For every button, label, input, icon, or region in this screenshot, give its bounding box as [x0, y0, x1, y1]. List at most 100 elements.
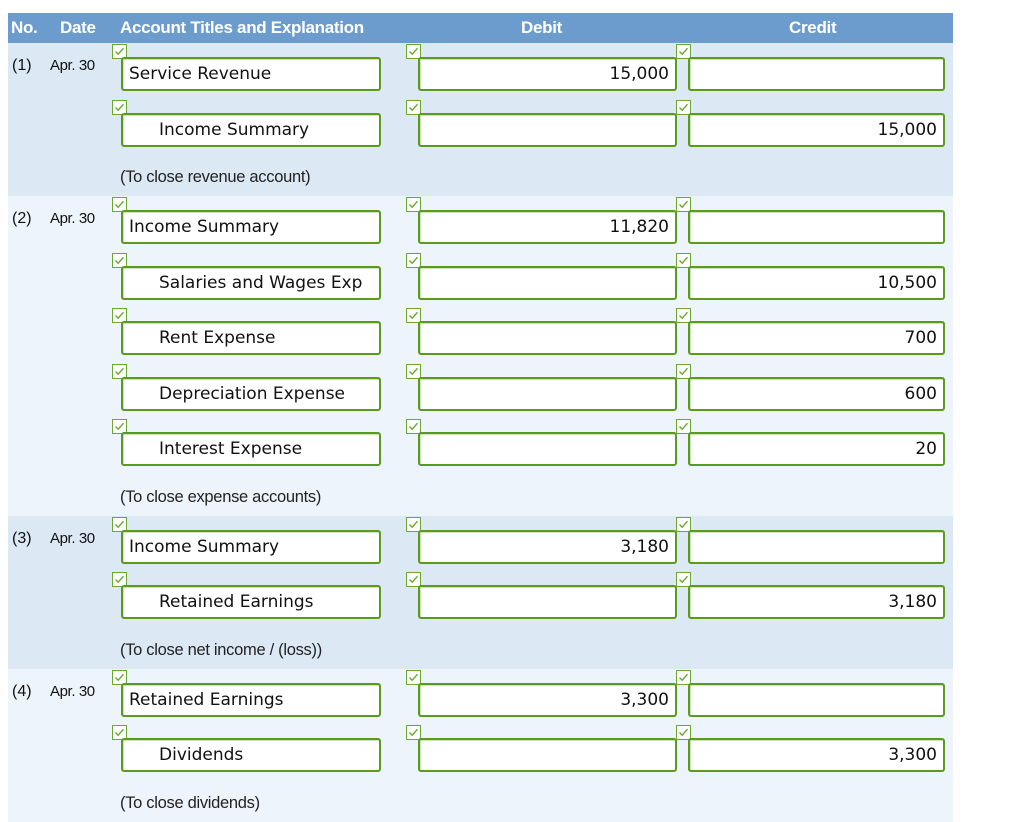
check-icon — [406, 44, 421, 59]
credit-amount-field[interactable] — [688, 682, 945, 717]
credit-amount-field[interactable]: 15,000 — [688, 112, 945, 147]
entry-explanation: (To close net income / (loss)) — [120, 640, 322, 659]
check-icon — [406, 99, 421, 115]
entry-explanation: (To close revenue account) — [120, 168, 311, 186]
check-icon — [112, 516, 127, 532]
check-icon — [112, 669, 127, 685]
account-title-field[interactable]: Dividends — [121, 738, 381, 772]
entry-line: Retained Earnings 3,180 — [8, 572, 953, 639]
check-icon — [676, 44, 691, 59]
entry-number-date: (1) Apr. 30 — [12, 57, 95, 75]
table-header: No. Date Account Titles and Explanation … — [8, 13, 953, 43]
debit-amount-field[interactable]: 11,820 — [418, 210, 677, 244]
entry-number: (2) — [12, 210, 32, 227]
debit-amount-field[interactable] — [418, 321, 677, 355]
credit-amount-field[interactable]: 10,500 — [688, 265, 945, 300]
check-icon — [676, 197, 691, 212]
check-icon — [112, 99, 127, 115]
check-icon — [112, 44, 127, 59]
account-title-field[interactable]: Salaries and Wages Exp — [121, 265, 381, 300]
entry-number-date: (2) Apr. 30 — [12, 210, 95, 228]
debit-amount-field[interactable] — [418, 265, 677, 300]
check-icon — [112, 308, 127, 323]
header-date: Date — [60, 18, 96, 37]
header-credit: Credit — [789, 18, 837, 37]
account-title-field[interactable]: Retained Earnings — [121, 585, 381, 619]
entry-line: (2) Apr. 30 Income Summary 11,820 — [8, 197, 953, 264]
entry-number-date: (3) Apr. 30 — [12, 530, 95, 548]
check-icon — [676, 99, 691, 115]
entry-number: (4) — [12, 682, 32, 700]
account-title-field[interactable]: Retained Earnings — [121, 682, 381, 717]
account-title-field[interactable]: Income Summary — [121, 210, 381, 244]
debit-amount-field[interactable] — [418, 585, 677, 619]
header-no: No. — [11, 18, 38, 37]
entry-line: Salaries and Wages Exp 10,500 — [8, 252, 953, 320]
debit-amount-field[interactable]: 3,180 — [418, 529, 677, 564]
check-icon — [676, 725, 691, 740]
journal-entry-table: No. Date Account Titles and Explanation … — [8, 13, 953, 822]
check-icon — [406, 419, 421, 434]
entry-line: (3) Apr. 30 Income Summary 3,180 — [8, 516, 953, 584]
check-icon — [112, 725, 127, 740]
check-icon — [406, 725, 421, 740]
credit-amount-field[interactable] — [688, 529, 945, 564]
entry-line: Depreciation Expense 600 — [8, 363, 953, 431]
credit-amount-field[interactable]: 600 — [688, 376, 945, 411]
check-icon — [112, 419, 127, 434]
entry-date: Apr. 30 — [50, 210, 95, 227]
entry-line: (4) Apr. 30 Retained Earnings 3,300 — [8, 669, 953, 737]
check-icon — [112, 363, 127, 379]
account-title-field[interactable]: Rent Expense — [121, 321, 381, 355]
entry-number: (1) — [12, 57, 32, 74]
entry-date: Apr. 30 — [50, 57, 95, 74]
entry-explanation: (To close expense accounts) — [120, 487, 322, 506]
check-icon — [406, 516, 421, 532]
check-icon — [406, 669, 421, 685]
check-icon — [406, 252, 421, 268]
credit-amount-field[interactable]: 20 — [688, 432, 945, 466]
entry-line: Dividends 3,300 — [8, 725, 953, 792]
check-icon — [112, 197, 127, 212]
check-icon — [676, 572, 691, 587]
credit-amount-field[interactable]: 700 — [688, 321, 945, 355]
account-title-field[interactable]: Income Summary — [121, 112, 381, 147]
account-title-field[interactable]: Income Summary — [121, 529, 381, 564]
debit-amount-field[interactable]: 15,000 — [418, 57, 677, 91]
header-debit: Debit — [521, 18, 563, 37]
check-icon — [676, 308, 691, 323]
entry-line: Rent Expense 700 — [8, 308, 953, 375]
check-icon — [676, 669, 691, 685]
entry-date: Apr. 30 — [50, 682, 95, 700]
debit-amount-field[interactable] — [418, 432, 677, 466]
check-icon — [676, 252, 691, 268]
debit-amount-field[interactable] — [418, 376, 677, 411]
journal-entry: (4) Apr. 30 Retained Earnings 3,300 Dividend… — [8, 668, 953, 822]
debit-amount-field[interactable] — [418, 738, 677, 772]
check-icon — [676, 516, 691, 532]
entry-date: Apr. 30 — [50, 529, 95, 547]
debit-amount-field[interactable] — [418, 112, 677, 147]
entry-line: Interest Expense 20 — [8, 419, 953, 486]
credit-amount-field[interactable]: 3,180 — [688, 585, 945, 619]
journal-entry: (1) Apr. 30 Service Revenue 15,000 Income Su… — [8, 43, 953, 196]
account-title-field[interactable]: Interest Expense — [121, 432, 381, 466]
account-title-field[interactable]: Service Revenue — [121, 57, 381, 91]
header-account: Account Titles and Explanation — [120, 18, 364, 37]
entries-container: (1) Apr. 30 Service Revenue 15,000 Income Su… — [8, 43, 953, 822]
debit-amount-field[interactable]: 3,300 — [418, 682, 677, 717]
entry-number-date: (4) Apr. 30 — [12, 683, 95, 701]
entry-explanation: (To close dividends) — [120, 793, 260, 812]
check-icon — [406, 363, 421, 379]
check-icon — [676, 419, 691, 434]
credit-amount-field[interactable] — [688, 210, 945, 244]
entry-line: (1) Apr. 30 Service Revenue 15,000 — [8, 44, 953, 111]
credit-amount-field[interactable]: 3,300 — [688, 738, 945, 772]
credit-amount-field[interactable] — [688, 57, 945, 91]
check-icon — [406, 197, 421, 212]
check-icon — [406, 572, 421, 587]
check-icon — [112, 252, 127, 268]
account-title-field[interactable]: Depreciation Expense — [121, 376, 381, 411]
check-icon — [406, 308, 421, 323]
entry-line: Income Summary 15,000 — [8, 99, 953, 167]
